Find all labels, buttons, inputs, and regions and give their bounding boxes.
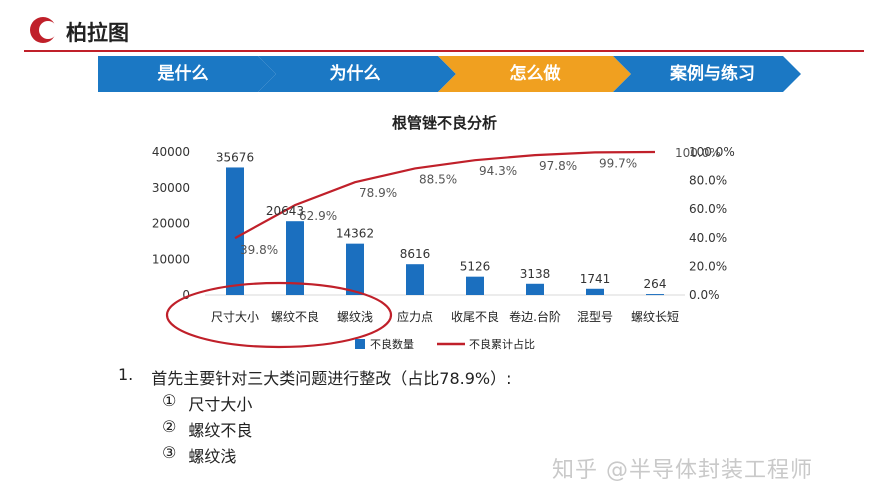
y-right-tick-label: 20.0%	[689, 259, 727, 273]
note-item: ① 尺寸大小	[162, 391, 512, 415]
watermark: 知乎 @半导体封装工程师	[552, 458, 813, 483]
legend-label-line: 不良累计占比	[469, 337, 535, 351]
step-arrow-4	[613, 56, 801, 92]
y-left-tick-label: 40000	[152, 145, 190, 159]
bar-data-label: 14362	[336, 227, 374, 241]
bar-data-label: 3138	[520, 267, 551, 281]
x-tick-label: 尺寸大小	[211, 310, 259, 324]
y-right-tick-label: 40.0%	[689, 231, 727, 245]
line-data-label: 94.3%	[479, 164, 517, 178]
header: 柏拉图	[0, 0, 889, 52]
x-tick-label: 螺纹浅	[337, 310, 373, 324]
line-data-label: 97.8%	[539, 159, 577, 173]
bar-data-label: 8616	[400, 247, 431, 261]
y-left-tick-label: 20000	[152, 217, 190, 231]
line-data-label: 62.9%	[299, 209, 337, 223]
step-why[interactable]: 为什么	[329, 64, 381, 84]
x-tick-label: 卷边.台阶	[509, 309, 561, 324]
line-data-label: 88.5%	[419, 172, 457, 186]
y-right-tick-label: 0.0%	[689, 288, 720, 302]
note-item-marker: ③	[162, 443, 177, 462]
bar	[466, 276, 484, 295]
note-item-marker: ①	[162, 391, 177, 410]
note-item-text: 螺纹不良	[188, 421, 253, 440]
note-number: 1.	[118, 365, 134, 384]
x-tick-label: 收尾不良	[451, 309, 499, 324]
line-data-label: 39.8%	[240, 243, 278, 257]
step-nav: 是什么 为什么 怎么做 案例与练习	[98, 56, 803, 92]
y-right-tick-label: 60.0%	[689, 202, 727, 216]
y-right-tick-label: 80.0%	[689, 174, 727, 188]
step-arrow-2	[258, 56, 456, 92]
legend-label-bar: 不良数量	[370, 337, 414, 351]
note-item-text: 尺寸大小	[188, 395, 253, 414]
note-item-text: 螺纹浅	[188, 447, 237, 466]
line-data-label: 99.7%	[599, 156, 637, 170]
note-item: ② 螺纹不良	[162, 417, 512, 441]
bar-data-label: 35676	[216, 150, 254, 164]
step-case-practice[interactable]: 案例与练习	[670, 64, 755, 84]
logo-icon	[30, 17, 57, 43]
step-arrow-3	[438, 56, 631, 92]
bar-data-label: 5126	[460, 260, 491, 274]
step-how[interactable]: 怎么做	[509, 64, 561, 84]
step-arrow-1	[98, 56, 276, 92]
chart-title: 根管锉不良分析	[391, 114, 497, 132]
y-left-tick-label: 0	[182, 288, 190, 302]
bar	[586, 288, 604, 295]
bar	[406, 264, 424, 295]
step-arrows	[98, 56, 801, 92]
line-data-label: 100.0%	[675, 146, 721, 160]
line-data-label: 78.9%	[359, 186, 397, 200]
x-tick-label: 螺纹长短	[631, 310, 679, 324]
pareto-chart: 40000 30000 20000 10000 0 100.0% 80.0% 60.0% 40.…	[152, 145, 735, 351]
x-tick-label: 混型号	[577, 310, 613, 324]
bar-data-label: 264	[644, 277, 667, 291]
bar-data-label: 20643	[266, 204, 304, 218]
page-title: 柏拉图	[66, 21, 129, 45]
legend-swatch-bar	[355, 339, 365, 349]
y-left-tick-label: 10000	[152, 252, 190, 266]
cumulative-line	[234, 150, 656, 240]
note-item: ③ 螺纹浅	[162, 443, 512, 467]
bar	[226, 167, 244, 295]
y-left-tick-label: 30000	[152, 181, 190, 195]
bar	[526, 283, 544, 295]
x-tick-label: 螺纹不良	[271, 309, 319, 324]
bar	[646, 294, 664, 296]
bar	[346, 243, 364, 295]
bar	[286, 221, 304, 295]
note-item-marker: ②	[162, 417, 177, 436]
step-what[interactable]: 是什么	[157, 64, 209, 84]
y-right-tick-label: 100.0%	[689, 145, 735, 159]
note-main: 首先主要针对三大类问题进行整改（占比78.9%）:	[151, 369, 512, 388]
notes: 1. 首先主要针对三大类问题进行整改（占比78.9%）: ① 尺寸大小 ② 螺纹…	[118, 365, 512, 467]
x-tick-label: 应力点	[397, 309, 433, 324]
header-divider	[24, 50, 864, 52]
highlight-ellipse	[165, 281, 393, 349]
bar-data-label: 1741	[580, 272, 611, 286]
